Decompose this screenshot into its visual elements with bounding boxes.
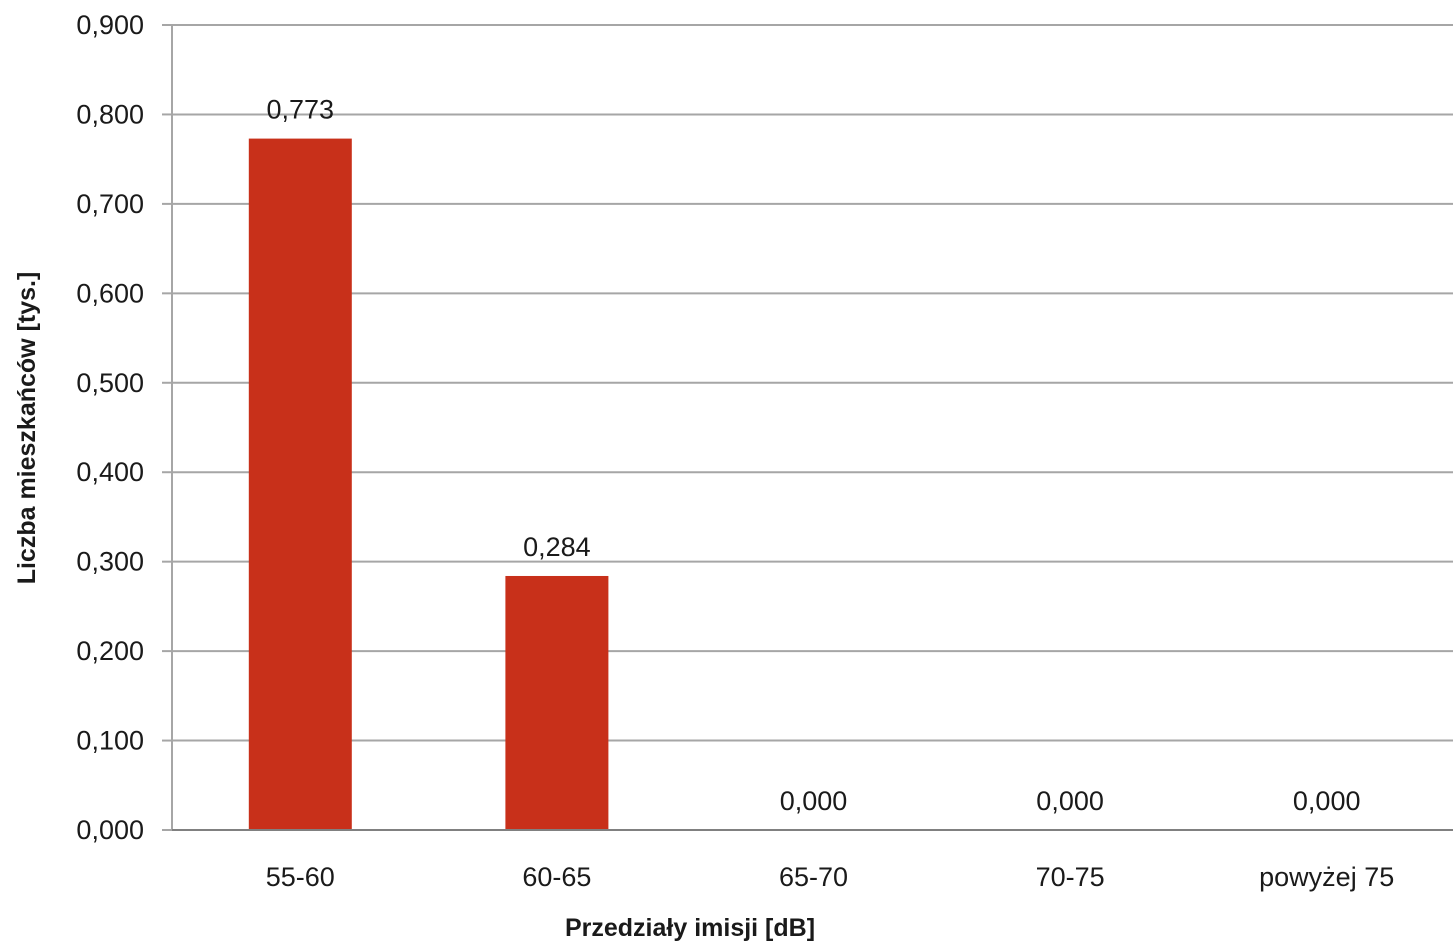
x-axis-ticks: 55-60 60-65 65-70 70-75 powyżej 75: [266, 862, 1394, 892]
data-label: 0,284: [523, 532, 591, 562]
y-tick-label: 0,800: [76, 99, 144, 129]
bars: [248, 138, 609, 830]
bar: [505, 575, 609, 830]
y-tick-label: 0,200: [76, 636, 144, 666]
data-label: 0,773: [267, 95, 335, 125]
axes: [162, 25, 1453, 831]
bar: [248, 138, 352, 830]
y-tick-label: 0,300: [76, 547, 144, 577]
x-tick-label: 65-70: [779, 862, 848, 892]
y-tick-label: 0,500: [76, 368, 144, 398]
y-tick-label: 0,400: [76, 457, 144, 487]
y-axis-ticks: 0,000 0,100 0,200 0,300 0,400 0,500 0,600 0,700…: [76, 10, 172, 845]
y-axis-title: Liczba mieszkańców [tys.]: [13, 272, 41, 585]
data-label: 0,000: [1293, 786, 1361, 816]
y-tick-label: 0,000: [76, 815, 144, 845]
y-tick-label: 0,700: [76, 189, 144, 219]
x-tick-label: 60-65: [522, 862, 591, 892]
data-label: 0,000: [1036, 786, 1104, 816]
gridlines: [172, 24, 1453, 742]
data-labels: 0,773 0,284 0,000 0,000 0,000: [267, 95, 1361, 816]
x-axis-title: Przedziały imisji [dB]: [565, 914, 815, 942]
y-tick-label: 0,900: [76, 10, 144, 40]
y-tick-label: 0,600: [76, 278, 144, 308]
x-tick-label: powyżej 75: [1259, 862, 1394, 892]
x-tick-label: 55-60: [266, 862, 335, 892]
data-label: 0,000: [780, 786, 848, 816]
y-tick-label: 0,100: [76, 726, 144, 756]
x-tick-label: 70-75: [1036, 862, 1105, 892]
